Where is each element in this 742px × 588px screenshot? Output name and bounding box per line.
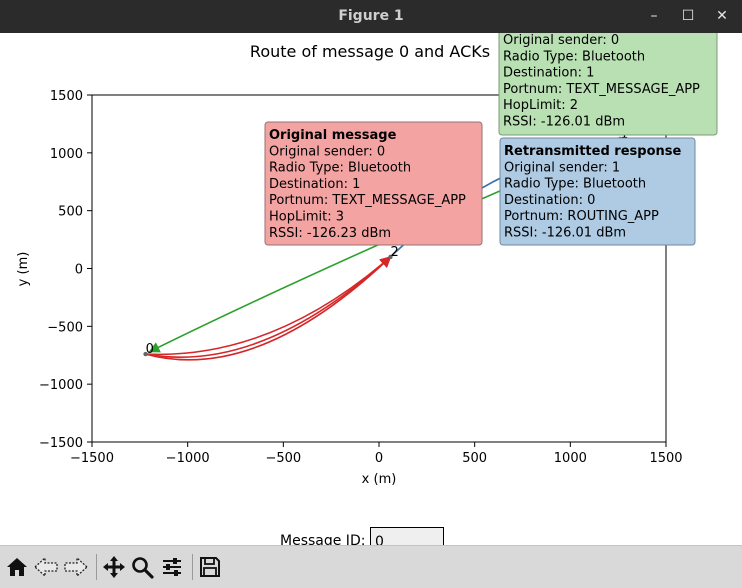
- original-message-box-background: [264, 121, 483, 246]
- window-title: Figure 1: [338, 8, 404, 24]
- original-message-box-heading: Original message: [269, 128, 397, 143]
- original-message-box-line-3: Portnum: TEXT_MESSAGE_APP: [269, 193, 466, 208]
- route-line-1: [145, 256, 392, 358]
- ack-box-line-3: Portnum: TEXT_MESSAGE_APP: [503, 82, 700, 97]
- node-label-0: 0: [146, 342, 154, 357]
- chart-title: Route of message 0 and ACKs: [250, 42, 490, 61]
- x-axis-ticks: −1500 −1000 −500 0 500 1000 1500: [70, 442, 683, 466]
- x-tick-label: −1000: [166, 451, 210, 466]
- retransmitted-response-box-line-2: Destination: 0: [504, 193, 595, 208]
- pan-icon[interactable]: [101, 554, 127, 580]
- close-icon[interactable]: ✕: [716, 8, 728, 24]
- route-line-2: [145, 256, 392, 356]
- y-axis-ticks: 1500 1000 500 0 −500 −1000 −1500: [39, 89, 92, 451]
- retransmitted-response-box-line-3: Portnum: ROUTING_APP: [504, 209, 659, 224]
- x-tick-label: −500: [265, 451, 301, 466]
- forward-icon[interactable]: [63, 554, 89, 580]
- back-icon[interactable]: [33, 554, 59, 580]
- ack-box-line-5: RSSI: -126.01 dBm: [503, 115, 625, 130]
- configure-subplots-icon[interactable]: [159, 554, 185, 580]
- minimize-icon[interactable]: –: [650, 8, 658, 24]
- retransmitted-response-box-heading: Retransmitted response: [504, 144, 681, 159]
- x-tick-label: −1500: [70, 451, 114, 466]
- y-axis-label: y (m): [16, 252, 31, 287]
- y-tick-label: −500: [47, 320, 83, 335]
- figure-canvas[interactable]: Route of message 0 and ACKs −1500 −1000 −5…: [0, 33, 742, 557]
- retransmitted-response-box-line-4: RSSI: -126.01 dBm: [504, 226, 626, 241]
- node-marker-2: [388, 254, 393, 260]
- retransmitted-response-box-line-1: Radio Type: Bluetooth: [504, 177, 646, 192]
- original-message-box-line-1: Radio Type: Bluetooth: [269, 161, 411, 176]
- plot-svg[interactable]: Route of message 0 and ACKs −1500 −1000 −5…: [0, 33, 742, 545]
- maximize-icon[interactable]: ☐: [681, 8, 695, 24]
- ack-box-line-0: Original sender: 0: [503, 33, 619, 48]
- y-tick-label: −1500: [39, 436, 83, 451]
- x-tick-label: 0: [375, 451, 383, 466]
- x-tick-label: 500: [462, 451, 487, 466]
- retransmitted-response-box-background: [499, 137, 696, 246]
- node-label-2: 2: [390, 245, 398, 260]
- x-tick-label: 1000: [554, 451, 587, 466]
- x-tick-label: 1500: [649, 451, 682, 466]
- original-message-box-line-2: Destination: 1: [269, 177, 360, 192]
- navigation-toolbar: [0, 545, 742, 588]
- ack-box-line-4: HopLimit: 2: [503, 98, 578, 113]
- y-tick-label: 1000: [50, 147, 83, 162]
- x-axis-label: x (m): [362, 472, 397, 487]
- ack-box-background: [498, 33, 718, 136]
- window-titlebar: Figure 1 – ☐ ✕: [0, 0, 742, 33]
- zoom-icon[interactable]: [129, 554, 155, 580]
- original-message-box-line-0: Original sender: 0: [269, 144, 385, 159]
- y-tick-label: 0: [75, 263, 83, 278]
- save-icon[interactable]: [197, 554, 223, 580]
- retransmitted-response-box-line-0: Original sender: 1: [504, 160, 620, 175]
- route-line-0: [145, 256, 392, 361]
- original-message-box-line-5: RSSI: -126.23 dBm: [269, 226, 391, 241]
- y-tick-label: 500: [58, 205, 83, 220]
- node-marker-0: [143, 351, 148, 357]
- ack-box-line-2: Destination: 1: [503, 66, 594, 81]
- y-tick-label: −1000: [39, 378, 83, 393]
- y-tick-label: 1500: [50, 89, 83, 104]
- toolbar-separator: [96, 554, 97, 580]
- original-message-box-line-4: HopLimit: 3: [269, 210, 344, 225]
- home-icon[interactable]: [4, 554, 30, 580]
- toolbar-separator: [192, 554, 193, 580]
- ack-box-line-1: Radio Type: Bluetooth: [503, 49, 645, 64]
